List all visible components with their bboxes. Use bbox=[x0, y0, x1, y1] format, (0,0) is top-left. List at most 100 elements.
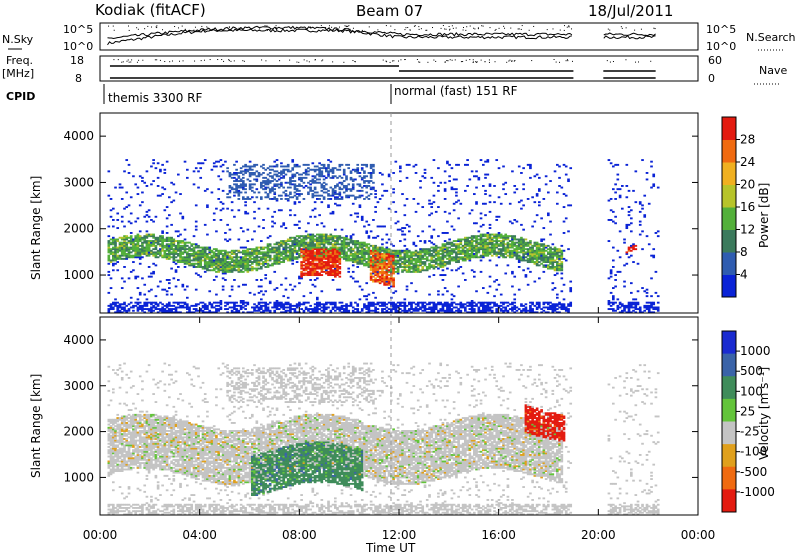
power-cell bbox=[334, 301, 337, 304]
power-cell bbox=[493, 240, 496, 243]
power-cell bbox=[266, 181, 270, 184]
power-cell bbox=[356, 309, 360, 312]
power-cell bbox=[277, 253, 281, 255]
power-cell bbox=[246, 165, 250, 168]
power-cell bbox=[129, 246, 133, 249]
power-cell bbox=[531, 248, 534, 251]
power-cell bbox=[392, 308, 395, 311]
power-cell bbox=[257, 303, 261, 306]
power-cell bbox=[459, 202, 463, 205]
power-cell bbox=[154, 240, 158, 243]
power-cell bbox=[280, 311, 283, 314]
power-cell bbox=[217, 188, 221, 191]
power-cell bbox=[304, 262, 308, 265]
power-cell bbox=[248, 198, 252, 200]
power-cell bbox=[466, 236, 469, 239]
power-cell bbox=[136, 240, 140, 243]
nave-dot bbox=[314, 59, 316, 61]
power-cell bbox=[511, 249, 514, 252]
power-cell bbox=[399, 308, 402, 311]
power-cell bbox=[125, 309, 129, 312]
power-cell bbox=[242, 230, 245, 233]
power-cell bbox=[264, 176, 268, 179]
power-cell bbox=[179, 241, 182, 244]
nave-dot bbox=[393, 60, 395, 62]
power-cell bbox=[329, 168, 333, 171]
power-cell bbox=[517, 308, 521, 311]
power-cell bbox=[311, 259, 315, 262]
power-cell bbox=[410, 261, 413, 264]
power-cell bbox=[399, 180, 402, 183]
power-cell bbox=[266, 262, 270, 265]
power-cell bbox=[403, 227, 407, 230]
power-cell bbox=[199, 266, 203, 268]
power-cell bbox=[542, 309, 546, 312]
power-cell bbox=[470, 236, 474, 239]
nave-dot bbox=[451, 59, 453, 61]
power-cell bbox=[448, 251, 451, 254]
power-cell bbox=[374, 249, 377, 252]
nave-dot bbox=[427, 61, 429, 63]
power-cell bbox=[307, 173, 310, 176]
power-cell bbox=[381, 261, 384, 264]
power-cell bbox=[513, 275, 517, 278]
power-cell bbox=[289, 303, 292, 306]
power-cell bbox=[260, 308, 263, 311]
power-cell bbox=[347, 249, 351, 252]
power-cell bbox=[253, 257, 256, 260]
power-cell bbox=[482, 223, 485, 226]
power-cell bbox=[515, 188, 519, 191]
power-cell bbox=[215, 262, 218, 265]
power-cell bbox=[464, 236, 467, 239]
power-cell bbox=[378, 249, 382, 252]
power-cell bbox=[123, 236, 126, 239]
power-cell bbox=[316, 238, 319, 241]
power-cell bbox=[475, 244, 478, 247]
power-cell bbox=[161, 186, 164, 189]
power-cell bbox=[282, 165, 286, 168]
power-cell bbox=[365, 264, 369, 267]
power-cell bbox=[107, 244, 111, 247]
power-cell bbox=[439, 266, 443, 268]
power-cell bbox=[461, 306, 465, 309]
power-cell bbox=[230, 267, 234, 270]
power-cell bbox=[268, 251, 272, 254]
power-cell bbox=[338, 257, 342, 260]
power-cell bbox=[459, 256, 463, 259]
power-cell bbox=[320, 167, 324, 170]
power-cell bbox=[186, 253, 189, 255]
nave-dot bbox=[484, 61, 486, 63]
power-cell bbox=[459, 249, 463, 252]
power-cell bbox=[127, 241, 131, 244]
power-cell bbox=[244, 170, 247, 173]
power-cell bbox=[136, 241, 140, 244]
power-cell bbox=[181, 248, 185, 251]
power-cell bbox=[504, 309, 508, 312]
power-cell bbox=[464, 308, 467, 311]
power-cell bbox=[443, 264, 447, 267]
power-cell bbox=[206, 206, 209, 209]
power-cell bbox=[351, 188, 355, 191]
power-cell bbox=[495, 246, 499, 249]
power-cell bbox=[520, 236, 523, 239]
power-cell bbox=[336, 254, 339, 257]
power-cell bbox=[363, 176, 366, 179]
power-cell bbox=[320, 175, 324, 178]
power-cell bbox=[186, 168, 189, 171]
power-cell bbox=[508, 240, 512, 243]
power-cell bbox=[338, 261, 342, 264]
power-cell bbox=[356, 163, 360, 166]
power-cell bbox=[405, 256, 409, 259]
power-cell bbox=[450, 167, 454, 170]
power-cell bbox=[432, 259, 436, 262]
power-cell bbox=[203, 308, 207, 311]
power-cell bbox=[464, 259, 467, 262]
nave-dot bbox=[171, 60, 173, 62]
power-cell bbox=[385, 269, 389, 272]
nsearch-dot bbox=[238, 27, 240, 29]
power-cell bbox=[356, 311, 360, 314]
power-cell bbox=[470, 244, 474, 247]
power-cell bbox=[392, 269, 395, 272]
power-cell bbox=[309, 257, 312, 260]
power-cell bbox=[322, 261, 326, 264]
